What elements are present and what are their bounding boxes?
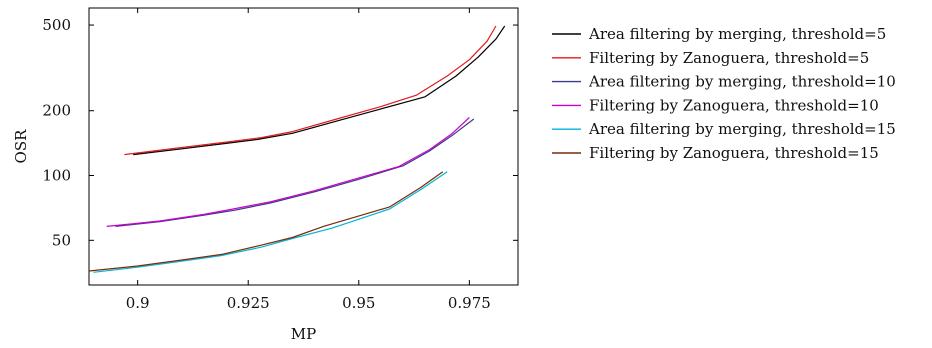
y-tick-label: 100 [42,167,71,185]
x-tick-label: 0.975 [448,294,491,312]
legend-label: Filtering by Zanoguera, threshold=5 [589,49,869,67]
legend: Area filtering by merging, threshold=5 Fi… [552,25,896,162]
legend-item: Filtering by Zanoguera, threshold=10 [552,96,879,114]
plot-area: 0.9 0.925 0.95 0.975 50 100 200 500 [42,7,519,312]
legend-item: Area filtering by merging, threshold=5 [552,25,886,43]
series-lines [88,25,506,273]
x-axis-label: MP [291,325,316,343]
legend-item: Area filtering by merging, threshold=15 [552,120,896,138]
x-tick-label: 0.9 [126,294,150,312]
legend-label: Area filtering by merging, threshold=5 [588,25,886,43]
series-line-1 [133,25,506,156]
y-axis-ticks: 50 100 200 500 [42,16,518,249]
legend-label: Area filtering by merging, threshold=15 [588,120,896,138]
legend-item: Area filtering by merging, threshold=10 [552,73,896,91]
series-line-5 [93,171,448,273]
y-tick-label: 50 [52,231,71,249]
legend-label: Filtering by Zanoguera, threshold=15 [589,144,879,162]
plot-frame [88,7,519,286]
x-tick-label: 0.925 [227,294,270,312]
legend-item: Filtering by Zanoguera, threshold=5 [552,49,869,67]
x-axis-ticks: 0.9 0.925 0.95 0.975 [126,8,491,312]
series-line-6 [88,171,444,272]
legend-label: Filtering by Zanoguera, threshold=10 [589,96,879,114]
series-line-2 [124,25,497,156]
y-tick-label: 200 [42,102,71,120]
series-line-3 [115,118,475,227]
y-axis-label: OSR [12,129,30,164]
series-line-4 [106,117,470,227]
y-tick-label: 500 [42,16,71,34]
x-tick-label: 0.95 [342,294,375,312]
legend-item: Filtering by Zanoguera, threshold=15 [552,144,879,162]
legend-label: Area filtering by merging, threshold=10 [588,73,896,91]
